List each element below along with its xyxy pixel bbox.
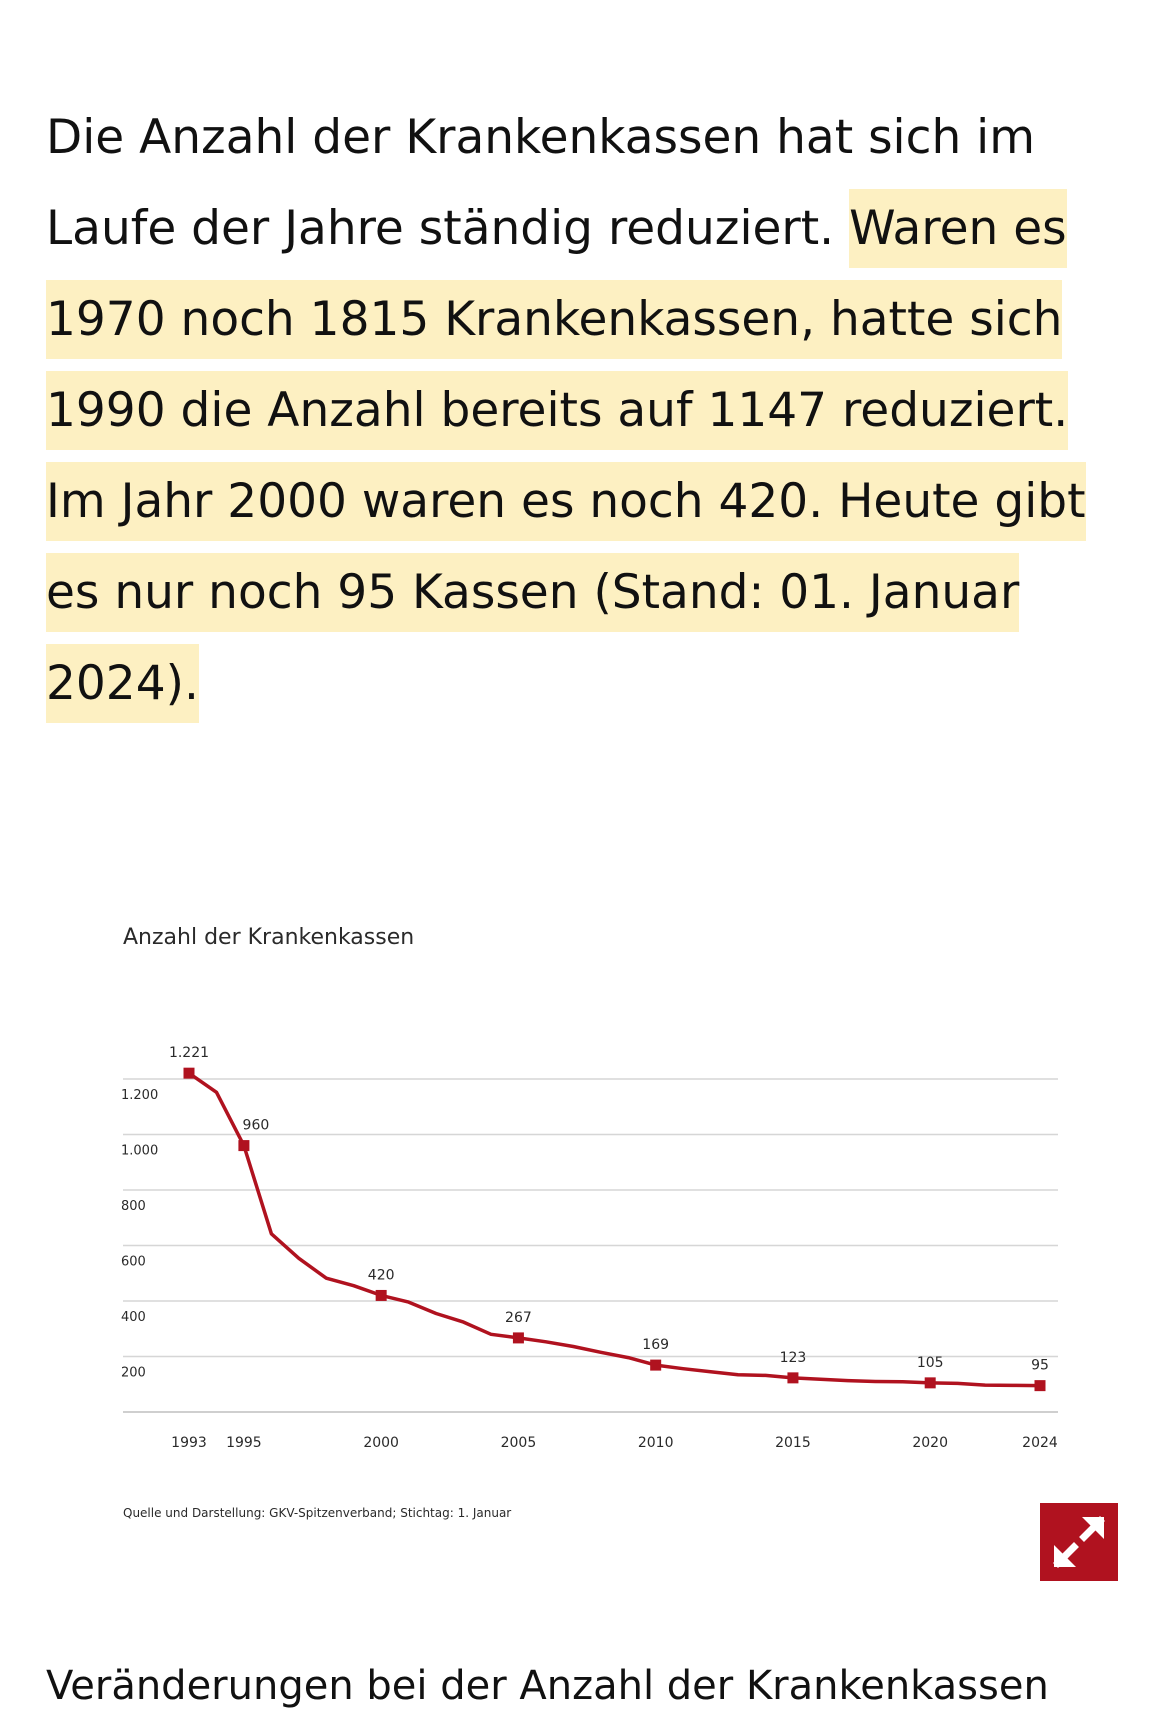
data-label-2020: 105 — [917, 1355, 944, 1371]
expand-arrows-icon — [1053, 1516, 1105, 1568]
y-tick-label-1200: 1.200 — [121, 1088, 158, 1103]
section-heading: Veränderungen bei der Anzahl der Kranken… — [46, 1663, 1049, 1709]
data-label-2015: 123 — [780, 1350, 807, 1366]
intro-paragraph: Die Anzahl der Krankenkassen hat sich im… — [46, 92, 1126, 729]
x-tick-label-2020: 2020 — [912, 1435, 948, 1451]
chart-series-line — [187, 1071, 1042, 1388]
x-tick-label-2000: 2000 — [363, 1435, 399, 1451]
data-label-2000: 420 — [368, 1267, 395, 1283]
data-marker-1995 — [238, 1140, 250, 1152]
data-label-2010: 169 — [642, 1337, 669, 1353]
x-tick-label-1995: 1995 — [226, 1435, 262, 1451]
data-marker-1993 — [183, 1067, 195, 1079]
chart-data-markers — [183, 1067, 1046, 1392]
series-line — [187, 1071, 1042, 1388]
data-marker-2010 — [650, 1359, 662, 1371]
data-label-2024: 95 — [1031, 1358, 1049, 1374]
x-tick-label-2010: 2010 — [638, 1435, 674, 1451]
chart-gridlines — [123, 1078, 1058, 1413]
chart-y-axis-labels: 200 400 600 800 1.000 1.200 — [121, 1088, 158, 1381]
data-marker-2020 — [924, 1377, 936, 1389]
y-tick-label-800: 800 — [121, 1199, 146, 1214]
highlighted-text: Waren es 1970 noch 1815 Krankenkassen, h… — [46, 189, 1086, 723]
intro-text: Die Anzahl der Krankenkassen hat sich im… — [46, 110, 1036, 256]
chart-data-labels: 1.221 960 420 267 169 123 105 95 — [169, 1045, 1049, 1373]
chart-title: Anzahl der Krankenkassen — [123, 925, 414, 950]
x-tick-label-2024: 2024 — [1022, 1435, 1058, 1451]
data-marker-2024 — [1034, 1380, 1046, 1392]
expand-chart-button[interactable] — [1040, 1503, 1118, 1581]
chart-x-axis-labels: 1993 1995 2000 2005 2010 2015 2020 2024 — [171, 1435, 1058, 1451]
y-tick-label-400: 400 — [121, 1310, 146, 1325]
data-label-1993: 1.221 — [169, 1045, 209, 1061]
x-tick-label-2005: 2005 — [501, 1435, 537, 1451]
x-tick-label-2015: 2015 — [775, 1435, 811, 1451]
data-label-1995: 960 — [243, 1118, 270, 1134]
krankenkassen-line-chart: Anzahl der Krankenkassen 200 400 600 800 1.0… — [121, 925, 1058, 1520]
x-tick-label-1993: 1993 — [171, 1435, 207, 1451]
data-marker-2005 — [512, 1332, 524, 1344]
y-tick-label-200: 200 — [121, 1366, 146, 1381]
data-marker-2015 — [787, 1372, 799, 1384]
data-label-2005: 267 — [505, 1310, 532, 1326]
y-tick-label-600: 600 — [121, 1255, 146, 1270]
data-marker-2000 — [375, 1289, 387, 1301]
chart-source-note: Quelle und Darstellung: GKV-Spitzenverba… — [123, 1506, 511, 1520]
y-tick-label-1000: 1.000 — [121, 1144, 158, 1159]
